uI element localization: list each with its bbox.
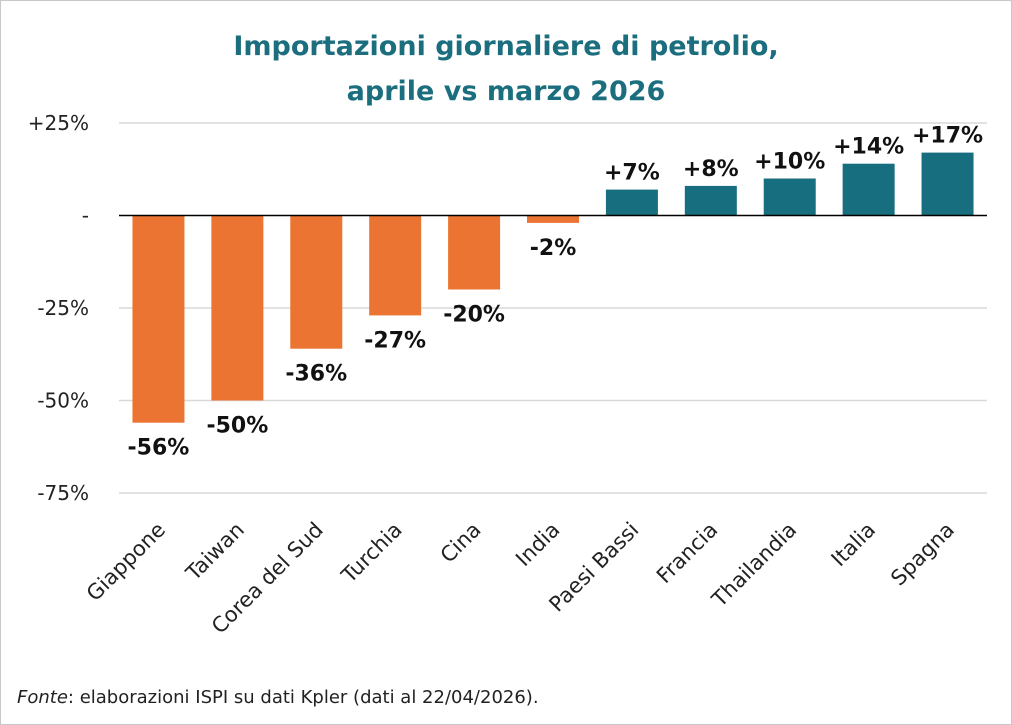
x-tick-label: Turchia	[336, 518, 406, 588]
x-tick-label: Italia	[827, 518, 881, 572]
bar-thailandia	[763, 178, 816, 216]
data-label: -27%	[364, 328, 426, 353]
y-tick-label: -75%	[37, 481, 89, 505]
y-tick-label: -	[82, 204, 89, 228]
bar-taiwan	[211, 215, 264, 401]
data-label: +7%	[604, 161, 660, 186]
x-tick-label: India	[511, 518, 564, 571]
data-label: -20%	[443, 303, 505, 328]
data-label: -56%	[128, 436, 190, 461]
x-tick-label: Giappone	[82, 518, 170, 606]
bar-corea-del-sud	[290, 215, 343, 349]
x-tick-label: Cina	[436, 518, 486, 568]
y-tick-label: -25%	[37, 296, 89, 320]
y-tick-label: -50%	[37, 389, 89, 413]
bar-spagna	[921, 152, 974, 216]
data-label: +17%	[912, 124, 983, 149]
source-note: Fonte: elaborazioni ISPI su dati Kpler (…	[17, 687, 539, 708]
bar-cina	[448, 215, 501, 290]
chart-title-line: Importazioni giornaliere di petrolio,	[233, 31, 778, 62]
x-tick-label: Spagna	[886, 518, 959, 591]
y-axis-ticks: +25% - -25% -50% -75%	[28, 111, 89, 505]
data-label: +14%	[833, 135, 904, 160]
gridlines	[119, 122, 987, 494]
data-label: +10%	[754, 150, 825, 175]
source-label: Fonte	[17, 687, 68, 708]
data-label: -50%	[206, 414, 268, 439]
bar-paesi-bassi	[605, 189, 658, 216]
y-tick-label: +25%	[28, 111, 89, 135]
data-label: -2%	[530, 236, 576, 261]
x-tick-label: Thailandia	[707, 518, 802, 613]
x-tick-label: Francia	[652, 518, 722, 588]
data-labels: -56% -50% -36% -27% -20% -2% +7% +8% +10% +14% +17…	[128, 124, 984, 461]
chart-title-line: aprile vs marzo 2026	[347, 76, 666, 107]
bar-india	[527, 215, 579, 223]
x-tick-label: Taiwan	[181, 518, 249, 586]
chart-title: Importazioni giornaliere di petrolio, apr…	[233, 31, 778, 107]
source-text: : elaborazioni ISPI su dati Kpler (dati …	[67, 687, 539, 708]
data-label: +8%	[683, 157, 739, 182]
bar-italia	[842, 163, 895, 216]
bar-turchia	[369, 215, 422, 316]
data-label: -36%	[285, 362, 347, 387]
bar-francia	[684, 185, 737, 216]
bars	[132, 152, 974, 423]
bar-giappone	[132, 215, 185, 423]
